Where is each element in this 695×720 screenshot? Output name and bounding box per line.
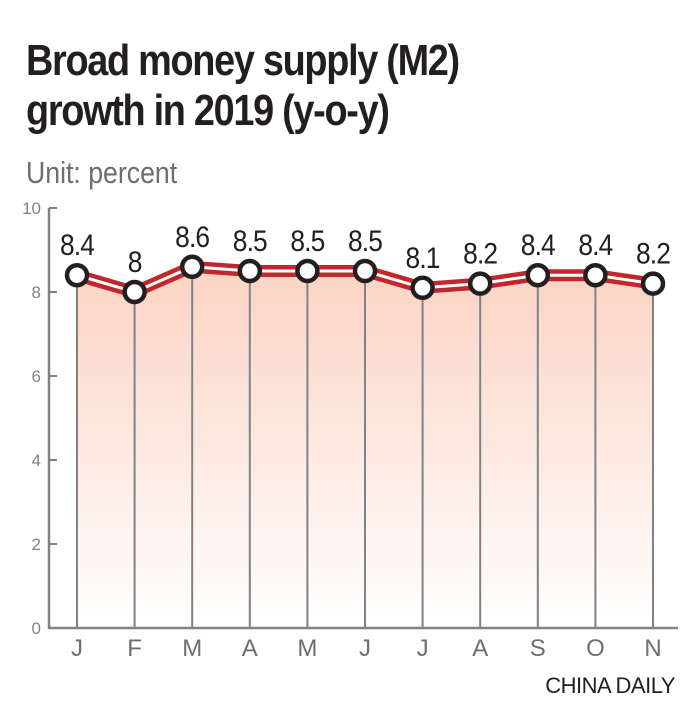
x-tick-label: A: [242, 635, 258, 662]
y-tick-label: 10: [22, 199, 41, 218]
source-credit: CHINA DAILY: [545, 673, 675, 698]
data-point: [410, 275, 435, 301]
x-tick-label: O: [586, 635, 605, 662]
y-tick-label: 8: [32, 283, 41, 302]
x-tick-label: S: [530, 635, 546, 662]
data-point: [640, 271, 666, 296]
x-tick-label: M: [182, 635, 202, 662]
x-tick-label: J: [71, 635, 83, 662]
data-label: 8.2: [636, 236, 670, 270]
data-point: [237, 258, 263, 284]
chart-title-line-2: growth in 2019 (y-o-y): [26, 86, 390, 135]
data-label: 8.5: [348, 223, 382, 257]
x-tick-label: A: [472, 635, 488, 662]
data-point: [352, 258, 378, 284]
y-tick-label: 4: [32, 451, 41, 470]
data-label: 8.1: [406, 240, 440, 274]
data-point: [64, 262, 90, 288]
data-label: 8: [128, 244, 142, 278]
data-label: 8.4: [60, 228, 94, 262]
data-point: [295, 258, 320, 284]
data-label: 8.4: [521, 228, 555, 262]
data-point: [583, 262, 608, 288]
data-label: 8.6: [175, 219, 209, 253]
chart-subtitle: Unit: percent: [26, 155, 178, 190]
y-tick-label: 2: [32, 535, 41, 554]
x-tick-label: N: [644, 635, 661, 662]
x-tick-label: M: [297, 635, 317, 662]
chart-title: Broad money supply (M2) growth in 2019 (…: [26, 36, 460, 136]
chart-title-line-1: Broad money supply (M2): [26, 36, 460, 85]
data-label: 8.4: [578, 228, 612, 262]
data-label: 8.5: [233, 223, 267, 257]
data-point: [122, 279, 147, 305]
data-label: 8.5: [290, 223, 324, 257]
data-point: [179, 254, 205, 280]
x-tick-label: J: [359, 635, 371, 662]
data-point: [467, 271, 493, 296]
x-tick-label: J: [417, 635, 429, 662]
x-tick-label: F: [127, 635, 142, 662]
data-point: [525, 262, 551, 288]
y-tick-label: 6: [32, 367, 41, 386]
y-tick-label: 0: [32, 619, 41, 638]
data-label: 8.2: [463, 236, 497, 270]
